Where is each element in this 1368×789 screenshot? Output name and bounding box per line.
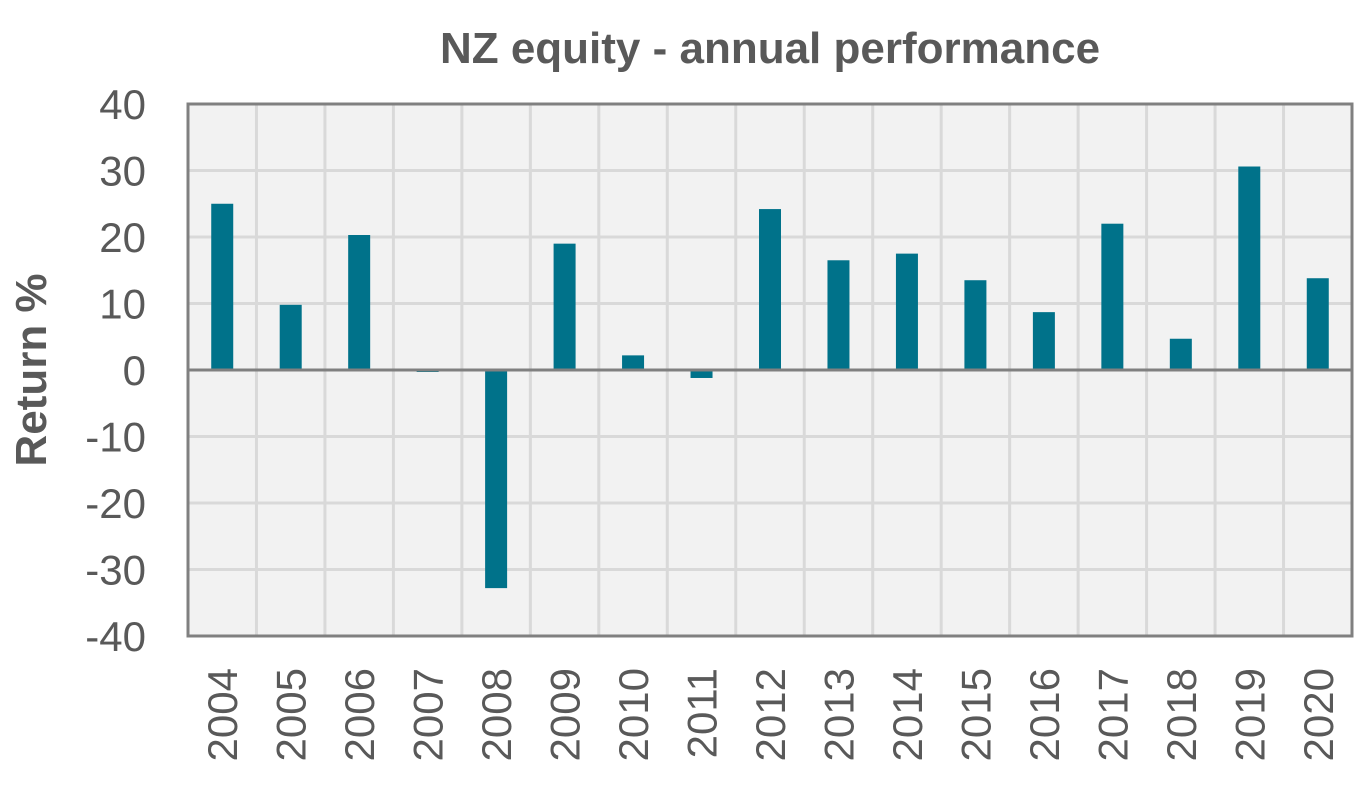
y-tick-label: 40 xyxy=(99,81,146,128)
bar-2017 xyxy=(1101,223,1124,370)
x-tick-label: 2014 xyxy=(884,668,931,761)
x-tick-label: 2017 xyxy=(1089,668,1136,761)
bar-2018 xyxy=(1169,338,1192,370)
x-tick-label: 2004 xyxy=(199,668,246,761)
bar-2006 xyxy=(348,235,371,370)
x-tick-label: 2018 xyxy=(1158,668,1205,761)
x-tick-label: 2015 xyxy=(952,668,999,761)
y-tick-label: -40 xyxy=(85,613,146,660)
y-tick-label: -30 xyxy=(85,547,146,594)
y-tick-label: 0 xyxy=(123,347,146,394)
bars xyxy=(211,166,1329,589)
x-tick-label: 2019 xyxy=(1226,668,1273,761)
bar-2011 xyxy=(690,370,713,378)
x-tick-label: 2020 xyxy=(1295,668,1342,761)
x-tick-label: 2010 xyxy=(610,668,657,761)
bar-2020 xyxy=(1306,278,1329,370)
x-axis-ticks: 2004 2005 2006 2007 2008 2009 2010 2011 2012 2013… xyxy=(199,668,1342,761)
bar-2016 xyxy=(1032,312,1055,370)
x-tick-label: 2012 xyxy=(747,668,794,761)
bar-2015 xyxy=(964,280,987,370)
bar-2019 xyxy=(1238,166,1261,370)
x-tick-label: 2011 xyxy=(679,668,726,758)
x-tick-label: 2007 xyxy=(405,668,452,761)
y-tick-label: 10 xyxy=(99,281,146,328)
bar-2005 xyxy=(279,304,302,370)
bar-2014 xyxy=(895,253,918,370)
y-tick-label: -10 xyxy=(85,414,146,461)
x-tick-label: 2008 xyxy=(473,668,520,761)
bar-2008 xyxy=(485,370,508,589)
bar-2009 xyxy=(553,243,576,370)
x-tick-label: 2006 xyxy=(336,668,383,761)
y-tick-label: 30 xyxy=(99,148,146,195)
x-tick-label: 2005 xyxy=(268,668,315,761)
bar-2012 xyxy=(759,209,781,370)
x-tick-label: 2013 xyxy=(815,668,862,761)
bar-2004 xyxy=(211,203,234,370)
y-tick-label: -20 xyxy=(85,480,146,527)
bar-2013 xyxy=(827,260,850,370)
x-tick-label: 2009 xyxy=(542,668,589,761)
x-tick-label: 2016 xyxy=(1021,668,1068,761)
y-tick-label: 20 xyxy=(99,214,146,261)
y-axis-ticks: 40 30 20 10 0 -10 -20 -30 -40 xyxy=(85,81,146,660)
plot-border xyxy=(186,102,1354,638)
chart-title: NZ equity - annual performance xyxy=(439,24,1101,73)
bar-2010 xyxy=(622,355,645,370)
